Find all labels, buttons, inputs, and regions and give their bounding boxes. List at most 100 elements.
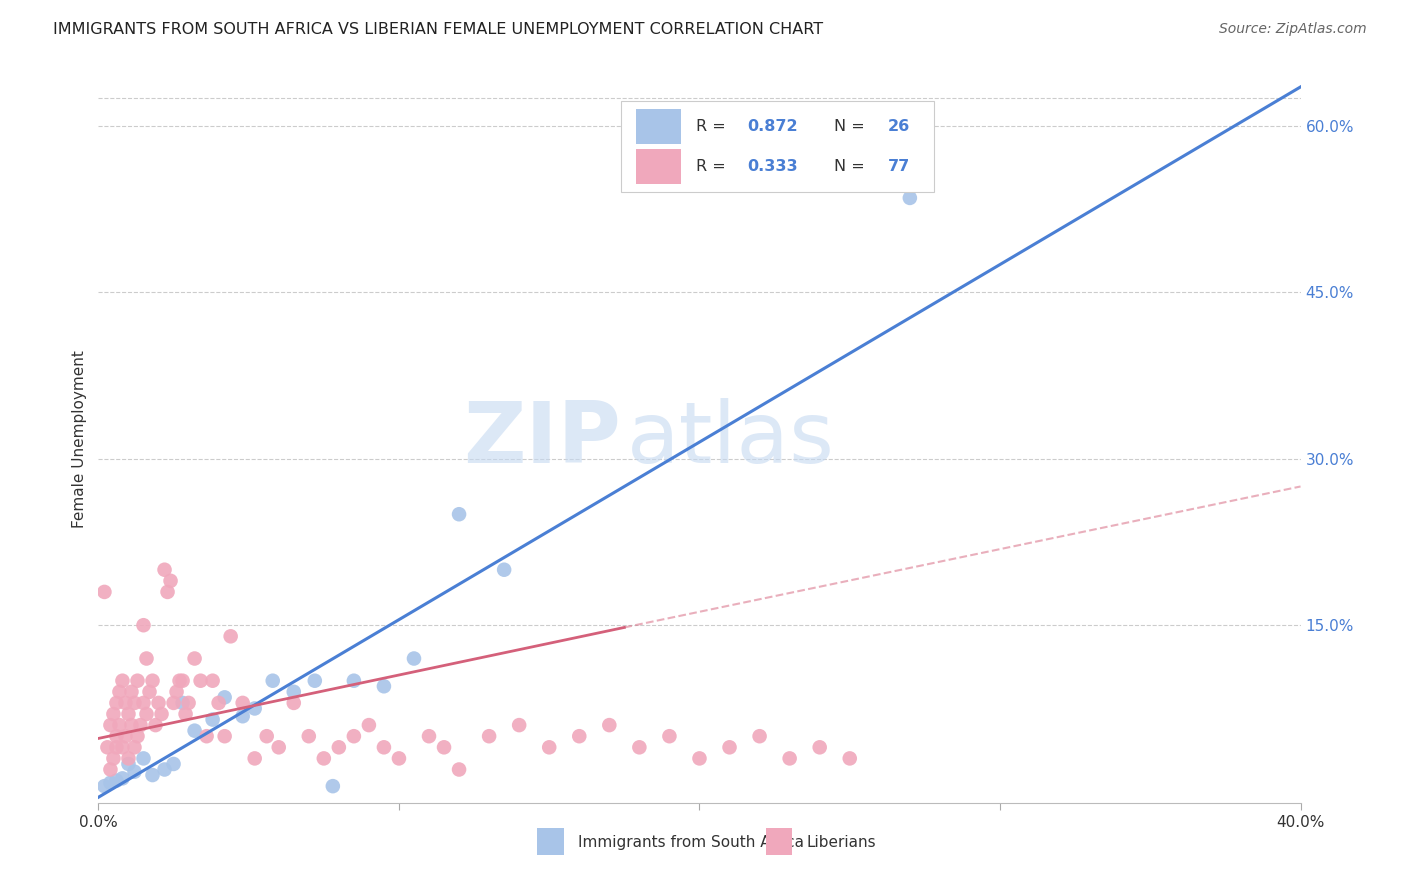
Point: [132, 696, 155, 710]
Point: [111, 772, 134, 786]
Text: IMMIGRANTS FROM SOUTH AFRICA VS LIBERIAN FEMALE UNEMPLOYMENT CORRELATION CHART: IMMIGRANTS FROM SOUTH AFRICA VS LIBERIAN…: [53, 22, 824, 37]
Point: [598, 718, 620, 732]
Point: [129, 718, 152, 732]
Point: [304, 673, 326, 688]
Text: atlas: atlas: [627, 398, 835, 481]
Point: [658, 729, 681, 743]
Point: [124, 696, 146, 710]
Point: [357, 718, 380, 732]
Point: [373, 740, 395, 755]
Point: [166, 685, 188, 699]
Point: [214, 729, 236, 743]
Point: [111, 740, 134, 755]
Point: [150, 706, 173, 721]
Text: R =: R =: [696, 120, 731, 134]
Point: [153, 563, 176, 577]
Point: [478, 729, 501, 743]
Point: [183, 723, 205, 738]
Bar: [636, 109, 682, 145]
Point: [114, 696, 136, 710]
Point: [494, 563, 516, 577]
Point: [100, 763, 122, 777]
Point: [108, 685, 131, 699]
Point: [172, 696, 194, 710]
Point: [141, 768, 163, 782]
Point: [93, 779, 115, 793]
FancyBboxPatch shape: [621, 102, 934, 192]
Bar: [537, 828, 564, 855]
Point: [159, 574, 181, 588]
Text: N =: N =: [834, 159, 870, 174]
Text: Immigrants from South Africa: Immigrants from South Africa: [578, 835, 804, 850]
Point: [124, 764, 146, 779]
Point: [402, 651, 425, 665]
Point: [156, 585, 179, 599]
Point: [538, 740, 561, 755]
Point: [121, 718, 143, 732]
Text: 0.872: 0.872: [748, 120, 799, 134]
Text: R =: R =: [696, 159, 731, 174]
Point: [283, 696, 305, 710]
Point: [568, 729, 591, 743]
Text: Source: ZipAtlas.com: Source: ZipAtlas.com: [1219, 22, 1367, 37]
Text: 77: 77: [889, 159, 911, 174]
Point: [177, 696, 200, 710]
Point: [117, 756, 139, 771]
Point: [312, 751, 335, 765]
Y-axis label: Female Unemployment: Female Unemployment: [72, 351, 87, 528]
Point: [105, 729, 128, 743]
Point: [132, 618, 155, 632]
Point: [219, 629, 242, 643]
Point: [748, 729, 770, 743]
Text: N =: N =: [834, 120, 870, 134]
Point: [256, 729, 278, 743]
Point: [105, 740, 128, 755]
Point: [121, 685, 143, 699]
Point: [267, 740, 290, 755]
Point: [262, 673, 284, 688]
Point: [114, 729, 136, 743]
Point: [174, 706, 197, 721]
Text: 0.333: 0.333: [748, 159, 799, 174]
Point: [141, 673, 163, 688]
Point: [628, 740, 651, 755]
Point: [162, 696, 184, 710]
Point: [447, 763, 470, 777]
Point: [447, 507, 470, 521]
Point: [243, 701, 266, 715]
Point: [153, 763, 176, 777]
Point: [108, 718, 131, 732]
Point: [100, 776, 122, 790]
Point: [183, 651, 205, 665]
Point: [169, 673, 191, 688]
Point: [138, 685, 160, 699]
Bar: [636, 149, 682, 184]
Point: [124, 740, 146, 755]
Point: [145, 718, 167, 732]
Point: [96, 740, 118, 755]
Point: [232, 709, 254, 723]
Point: [718, 740, 741, 755]
Point: [195, 729, 218, 743]
Point: [132, 751, 155, 765]
Point: [148, 696, 170, 710]
Point: [808, 740, 831, 755]
Text: ZIP: ZIP: [464, 398, 621, 481]
Point: [190, 673, 212, 688]
Point: [105, 696, 128, 710]
Point: [103, 706, 125, 721]
Point: [838, 751, 860, 765]
Bar: [766, 828, 792, 855]
Point: [208, 696, 231, 710]
Point: [243, 751, 266, 765]
Point: [117, 706, 139, 721]
Point: [283, 685, 305, 699]
Point: [172, 673, 194, 688]
Point: [433, 740, 456, 755]
Point: [232, 696, 254, 710]
Point: [201, 713, 224, 727]
Point: [162, 756, 184, 771]
Point: [898, 191, 921, 205]
Point: [105, 773, 128, 788]
Point: [135, 651, 157, 665]
